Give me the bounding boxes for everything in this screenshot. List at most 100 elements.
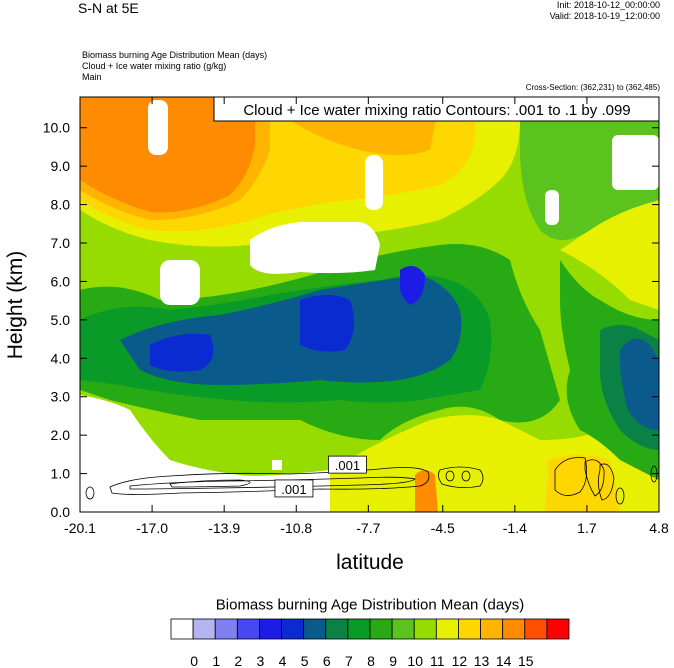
colorbar-cell (369, 618, 393, 640)
contour-line-10 (598, 463, 615, 501)
fill-white-patch-3 (250, 222, 380, 274)
y-tick-label: 4.0 (51, 350, 71, 366)
fill-white-patch-1 (148, 100, 168, 155)
colorbar-cell (303, 618, 327, 640)
fill-teal-right (620, 338, 659, 430)
colorbar-cell (458, 618, 481, 640)
fill-white-patch-6 (612, 135, 659, 190)
colorbar-label: 12 (452, 653, 468, 668)
colorbar: 0 1 2 3 4 5 6 7 8 9 10 11 12 13 14 15 (170, 618, 570, 668)
colorbar-label: 4 (279, 653, 287, 668)
x-tick-label: -13.9 (208, 520, 240, 536)
y-tick-label: 2.0 (51, 427, 71, 443)
fill-white-patch-5 (545, 190, 559, 225)
fill-blue-2 (300, 295, 354, 352)
x-tick-label: 4.8 (649, 520, 669, 536)
annotation-box (213, 96, 660, 122)
colorbar-label: 2 (234, 653, 242, 668)
fill-white-patch-2 (160, 260, 200, 305)
plot-title: S-N at 5E (78, 0, 139, 16)
contour-line-3 (169, 479, 251, 488)
y-axis: 0.0 1.0 2.0 3.0 4.0 5.0 6.0 7.0 8.0 9.0 10.0 (43, 120, 659, 520)
filled-contours (80, 97, 659, 512)
colorbar-cell (524, 618, 548, 640)
colorbar-cell (281, 618, 305, 640)
contour-label: .001 (281, 482, 306, 497)
fill-upper-orange (80, 97, 255, 213)
contour-line-8 (554, 457, 588, 496)
valid-time: Valid: 2018-10-19_12:00:00 (549, 11, 660, 21)
annotation-text: Cloud + Ice water mixing ratio Contours:… (243, 102, 630, 119)
colorbar-label: 15 (518, 653, 534, 668)
colorbar-label: 5 (301, 653, 309, 668)
colorbar-cell (435, 618, 459, 640)
colorbar-label: 9 (389, 653, 397, 668)
colorbar-label: 6 (323, 653, 331, 668)
fill-blue-1 (150, 333, 214, 372)
cross-section-label: Cross-Section: (362,231) to (362,485) (525, 83, 660, 92)
fill-surface-orange (415, 470, 438, 512)
y-tick-label: 7.0 (51, 235, 71, 251)
contour-line-11 (615, 487, 625, 505)
colorbar-label: 11 (430, 653, 445, 668)
contour-line-4 (85, 486, 95, 500)
colorbar-title: Biomass burning Age Distribution Mean (d… (215, 596, 525, 614)
contour-label: .001 (335, 458, 360, 473)
colorbar-label: 7 (345, 653, 353, 668)
contour-line-6 (445, 470, 455, 482)
fill-surface-gold-right (545, 455, 620, 512)
colorbar-cell (347, 618, 371, 640)
colorbar-label: 8 (367, 653, 375, 668)
contour-label-box (328, 455, 367, 474)
contour-line-2 (129, 476, 416, 490)
init-valid-times: Init: 2018-10-12_00:00:00 Valid: 2018-10… (550, 0, 660, 22)
contour-line-1 (109, 467, 430, 495)
x-tick-label: 1.7 (577, 520, 597, 536)
y-tick-label: 10.0 (43, 120, 70, 136)
colorbar-cell (259, 618, 282, 640)
colorbar-cell (325, 618, 349, 640)
colorbar-cell (214, 618, 238, 640)
x-tick-label: -1.4 (503, 520, 527, 536)
fill-yellow-right-upper (560, 200, 659, 310)
contour-label-box (274, 479, 314, 498)
colorbar-cell (502, 618, 526, 640)
y-tick-label: 0.0 (51, 504, 71, 520)
contour-line-9 (584, 459, 605, 497)
x-tick-label: -4.5 (431, 520, 455, 536)
x-tick-label: -7.7 (356, 520, 380, 536)
y-tick-label: 9.0 (51, 158, 71, 174)
fill-white-patch-7 (272, 460, 282, 470)
fill-white-patch-4 (365, 155, 383, 210)
y-tick-label: 1.0 (51, 466, 71, 482)
colorbar-cell (413, 618, 437, 640)
colorbar-label: 14 (496, 653, 512, 668)
contour-lines (85, 457, 658, 505)
x-tick-label: -17.0 (136, 520, 168, 536)
contour-line-7 (461, 470, 471, 482)
field-main: Main (82, 72, 102, 82)
x-tick-label: -20.1 (64, 520, 96, 536)
colorbar-cell (480, 618, 504, 640)
field-cloud-ice: Cloud + Ice water mixing ratio (g/kg) (82, 61, 227, 71)
fill-blue-3 (399, 266, 425, 305)
y-tick-label: 6.0 (51, 273, 71, 289)
contour-label-group: .001 .001 (274, 455, 367, 498)
x-axis: -20.1 -17.0 -13.9 -10.8 -7.7 -4.5 -1.4 1.7 4.8 (64, 97, 669, 536)
colorbar-cell (170, 618, 194, 640)
field-descriptions: Biomass burning Age Distribution Mean (d… (82, 50, 267, 83)
contour-line-5 (438, 466, 484, 488)
x-tick-label: -10.8 (280, 520, 312, 536)
colorbar-cell (546, 618, 570, 640)
colorbar-label: 0 (190, 653, 198, 668)
colorbar-label: 1 (212, 653, 220, 668)
colorbar-cell (391, 618, 415, 640)
colorbar-label: 3 (257, 653, 265, 668)
y-tick-label: 5.0 (51, 312, 71, 328)
init-time: Init: 2018-10-12_00:00:00 (556, 0, 660, 10)
colorbar-cell (236, 618, 260, 640)
colorbar-cell (192, 618, 216, 640)
colorbar-label: 10 (407, 653, 423, 668)
fill-white-lower-left (80, 395, 330, 512)
